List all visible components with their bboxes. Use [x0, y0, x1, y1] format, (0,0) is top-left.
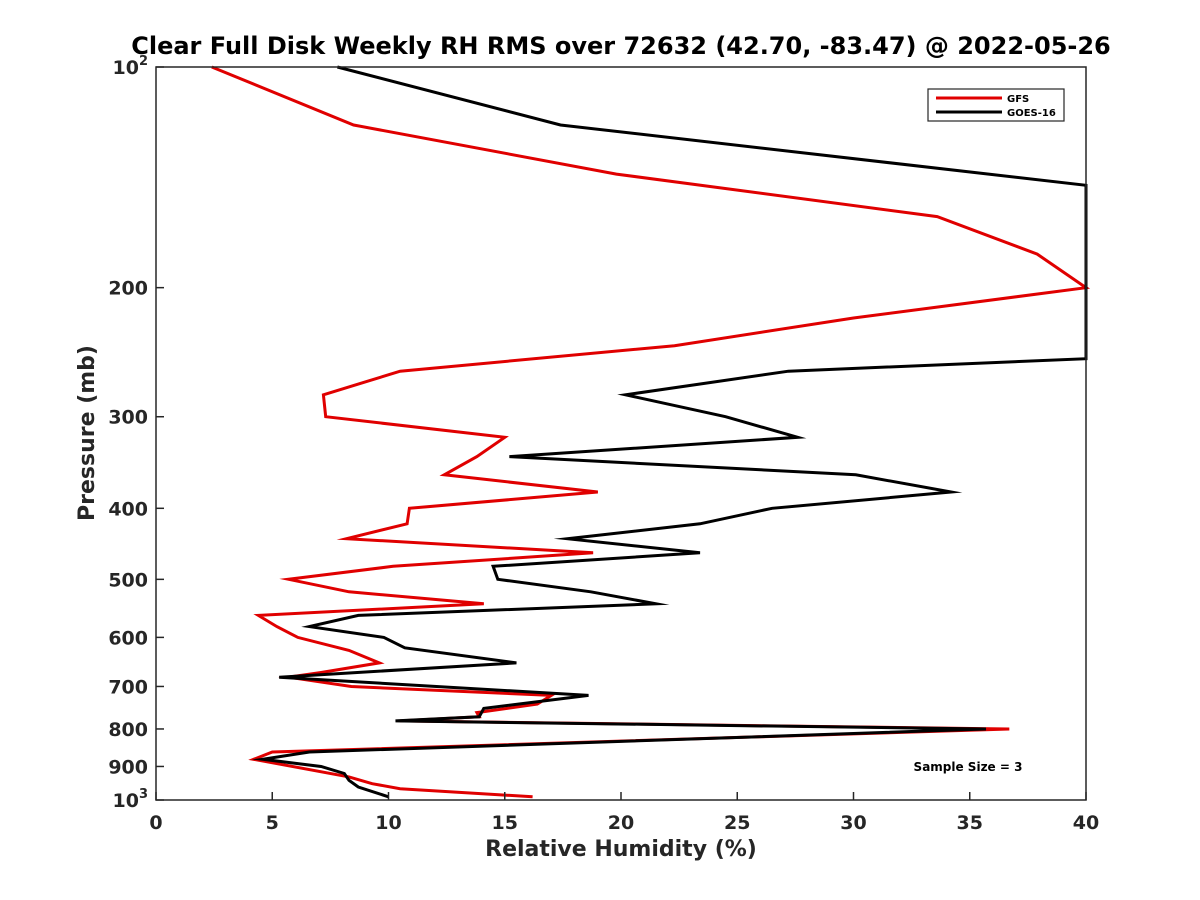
x-tick-label: 20 [608, 812, 634, 834]
x-tick-label: 25 [724, 812, 750, 834]
y-tick-label: 600 [108, 627, 148, 649]
y-axis-label: Pressure (mb) [75, 345, 100, 521]
y-tick-label: 900 [108, 756, 148, 778]
y-tick-label: 700 [108, 676, 148, 698]
x-tick-label: 5 [266, 812, 279, 834]
x-tick-label: 30 [840, 812, 866, 834]
x-tick-label: 10 [375, 812, 401, 834]
x-tick-label: 0 [149, 812, 162, 834]
y-axis: 102 200 300 400 500 600 700 800 900 103 [108, 54, 164, 812]
x-tick-label: 35 [957, 812, 983, 834]
legend-box [927, 88, 1065, 122]
x-tick-label: 40 [1073, 812, 1099, 834]
axes-box [155, 66, 1087, 801]
y-tick-label: 400 [108, 498, 148, 520]
legend-entry: GOES-16 [1007, 108, 1056, 119]
y-tick-label: 300 [108, 407, 148, 429]
legend-entry: GFS [1007, 94, 1029, 105]
x-axis-label: Relative Humidity (%) [485, 837, 757, 862]
series-line-gfs [211, 65, 1091, 799]
series-line-goes-16 [252, 65, 1088, 799]
y-tick-label: 500 [108, 569, 148, 591]
x-tick-label: 15 [492, 812, 518, 834]
y-tick-label: 800 [108, 719, 148, 741]
y-tick-label: 103 [113, 787, 149, 812]
y-tick-label: 200 [108, 278, 148, 300]
y-tick-label: 102 [113, 54, 149, 79]
x-axis: 0 5 10 15 20 25 30 35 40 [149, 792, 1099, 834]
legend: GFS GOES-16 [927, 88, 1065, 122]
series-layer [211, 65, 1091, 799]
sample-size-annotation: Sample Size = 3 [914, 760, 1023, 774]
chart-title: Clear Full Disk Weekly RH RMS over 72632… [131, 32, 1111, 60]
